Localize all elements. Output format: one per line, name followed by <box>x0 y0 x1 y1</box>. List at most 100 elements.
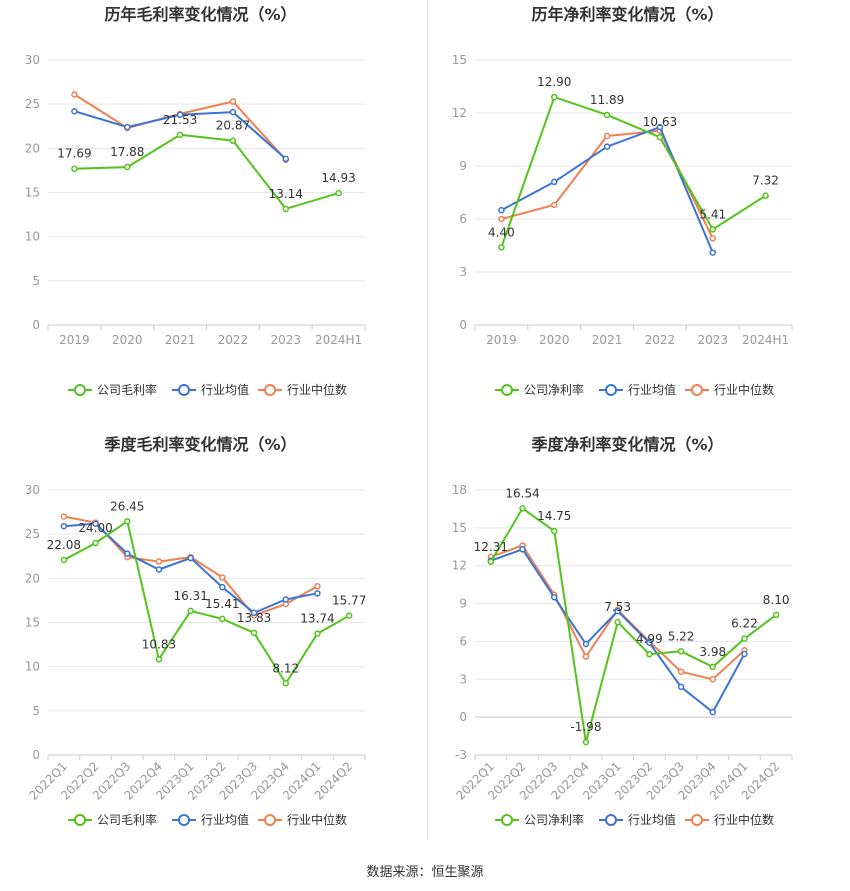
data-point-median <box>60 513 68 520</box>
data-label: 26.45 <box>110 499 144 513</box>
data-point-avg <box>614 607 621 615</box>
y-tick-label: 25 <box>25 97 40 111</box>
data-point-avg <box>124 123 131 131</box>
circle-line-marker-icon <box>74 384 86 396</box>
chart-svg: 历年净利率变化情况（%） 0 3 6 9 12 15 2019 2020 2021 2022 2023… <box>452 5 793 397</box>
legend-item-company[interactable]: 公司毛利率 <box>68 812 157 827</box>
legend-item-avg[interactable]: 行业均值 <box>599 382 676 397</box>
legend-item-avg[interactable]: 行业均值 <box>599 812 676 827</box>
panel-divider <box>427 0 428 840</box>
data-label: 12.31 <box>474 540 508 554</box>
legend-label: 公司净利率 <box>524 812 584 827</box>
chart-title: 历年毛利率变化情况（%） <box>104 5 296 24</box>
data-point-median <box>677 668 685 675</box>
data-point-median <box>155 558 163 565</box>
legend-item-median[interactable]: 行业中位数 <box>258 812 347 827</box>
data-point-company <box>92 539 99 547</box>
chart-panel-annual-gross-margin: 历年毛利率变化情况（%） 0 5 10 15 20 25 30 2019 2020 2021 2022… <box>0 0 425 430</box>
circle-line-marker-icon <box>74 814 86 826</box>
x-tick-label: 2021 <box>165 333 196 347</box>
legend-item-median[interactable]: 行业中位数 <box>258 382 347 397</box>
y-tick-label: 12 <box>452 559 467 573</box>
y-tick-label: -3 <box>455 748 467 762</box>
circle-line-marker-icon <box>178 814 190 826</box>
data-point-company <box>656 133 664 141</box>
data-point-median <box>498 215 505 223</box>
data-point-company <box>551 93 558 101</box>
data-point-company <box>487 558 495 566</box>
data-point-company <box>709 226 716 233</box>
legend-item-company[interactable]: 公司毛利率 <box>68 382 157 397</box>
data-point-avg <box>187 554 194 562</box>
series-line-company <box>500 95 767 248</box>
y-tick-label: 15 <box>25 186 40 200</box>
legend-label: 行业中位数 <box>287 382 347 397</box>
y-tick-label: 5 <box>32 704 40 718</box>
data-label: 4.40 <box>488 225 515 239</box>
y-tick-label: 3 <box>459 672 467 686</box>
legend-item-company[interactable]: 公司净利率 <box>495 382 584 397</box>
data-point-company <box>282 205 289 213</box>
data-label: 10.83 <box>142 637 176 651</box>
x-tick-label: 2022 <box>645 333 676 347</box>
data-point-company <box>219 615 226 623</box>
legend-item-median[interactable]: 行业中位数 <box>685 382 774 397</box>
data-point-avg <box>60 522 68 530</box>
legend-label: 行业中位数 <box>714 382 774 397</box>
data-point-company <box>60 556 68 564</box>
data-point-company <box>155 656 163 663</box>
circle-line-marker-icon <box>691 384 703 396</box>
x-tick-label: 2022 <box>218 333 249 347</box>
data-point-avg <box>282 155 289 163</box>
data-label: 16.54 <box>505 486 539 500</box>
data-label: 15.41 <box>205 597 239 611</box>
data-point-avg <box>709 708 716 716</box>
data-source-footer: 数据来源：恒生聚源 <box>366 865 484 880</box>
data-point-avg <box>155 566 163 573</box>
legend-label: 行业均值 <box>201 812 249 827</box>
data-point-avg <box>551 178 558 186</box>
data-point-company <box>519 505 526 512</box>
data-label: 5.22 <box>668 629 695 643</box>
x-tick-label: 2020 <box>539 333 570 347</box>
x-tick-label: 2021 <box>592 333 623 347</box>
data-point-company <box>582 738 590 746</box>
x-tick-label: 2023 <box>270 333 301 347</box>
y-tick-label: 30 <box>25 53 40 67</box>
series-line-company <box>74 133 339 211</box>
y-tick-label: 15 <box>25 616 40 630</box>
data-point-avg <box>282 596 289 603</box>
x-tick-label: 2024H1 <box>742 333 789 347</box>
data-point-median <box>603 132 611 140</box>
data-label: 16.31 <box>173 589 207 603</box>
data-point-avg <box>709 249 716 256</box>
data-label: 8.10 <box>763 593 790 607</box>
data-label: 6.22 <box>731 617 758 631</box>
circle-line-marker-icon <box>605 814 617 826</box>
y-tick-label: 3 <box>459 265 467 279</box>
data-point-company <box>335 189 342 197</box>
legend-item-avg[interactable]: 行业均值 <box>172 812 249 827</box>
data-point-avg <box>498 206 505 214</box>
data-point-avg <box>314 590 321 597</box>
legend-item-company[interactable]: 公司净利率 <box>495 812 584 827</box>
y-tick-label: 15 <box>452 521 467 535</box>
y-tick-label: 30 <box>25 483 40 497</box>
legend-item-avg[interactable]: 行业均值 <box>172 382 249 397</box>
data-label: 8.12 <box>272 661 299 675</box>
data-point-avg <box>219 583 226 591</box>
circle-line-marker-icon <box>264 814 276 826</box>
x-tick-label: 2019 <box>59 333 90 347</box>
data-point-median <box>709 676 716 683</box>
chart-svg: 历年毛利率变化情况（%） 0 5 10 15 20 25 30 2019 2020 2021 2022… <box>25 5 366 397</box>
data-label: 20.87 <box>216 119 250 133</box>
y-tick-label: 6 <box>459 212 467 226</box>
y-tick-label: 12 <box>452 106 467 120</box>
data-label: 4.99 <box>636 632 663 646</box>
legend-item-median[interactable]: 行业中位数 <box>685 812 774 827</box>
chart-svg: 季度净利率变化情况（%）-303691215182022Q12022Q22022… <box>452 435 793 827</box>
data-label: 10.63 <box>643 115 677 129</box>
data-point-avg <box>582 640 590 648</box>
data-point-avg <box>229 108 237 116</box>
data-label: 22.08 <box>47 538 81 552</box>
